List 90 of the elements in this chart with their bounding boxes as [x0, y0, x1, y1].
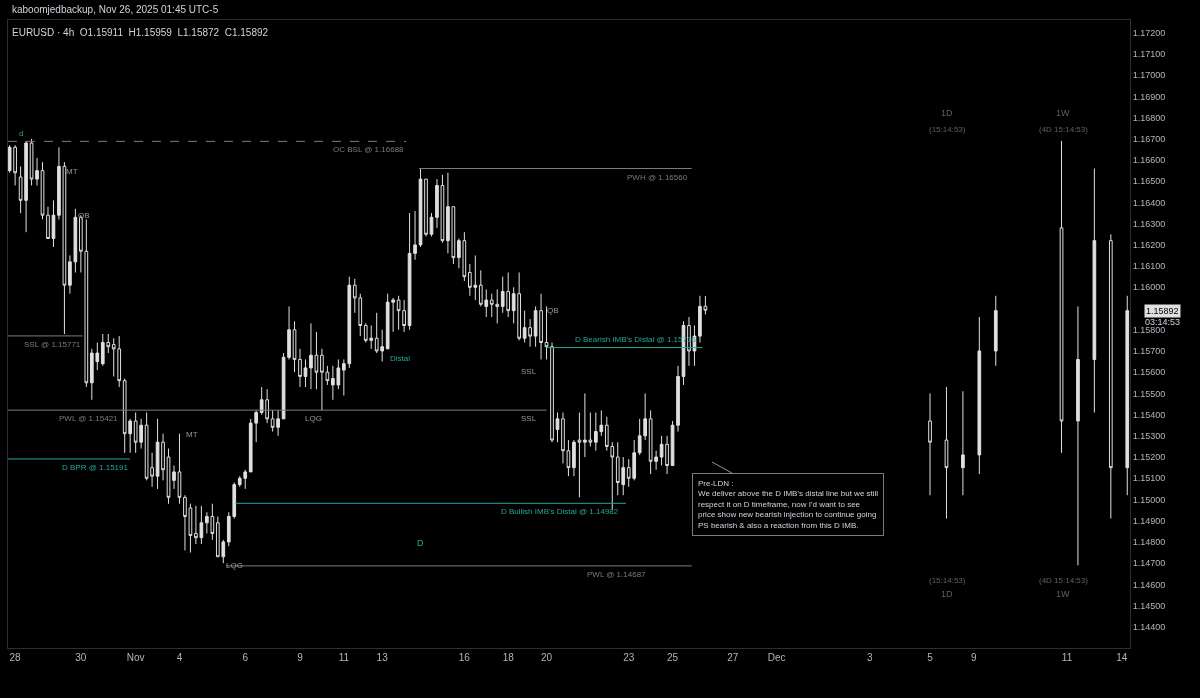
candlestick [993, 295, 998, 367]
x-tick-label: 23 [623, 652, 635, 663]
x-tick-label: 5 [927, 652, 934, 663]
y-tick-label: 1.15800 [1132, 324, 1166, 335]
annotation: Pre-LDN : We deliver above the D IMB's distal line but we still respect it on D timeframe, now I'd want to see price show new bearish injection to continue going PS bearish & also a reaction from this D IMB. [698, 479, 879, 530]
annotation: (4D 15:14:53) [1039, 125, 1089, 134]
ref-line-label: D Bullish IMB's Distal @ 1.14982 [501, 507, 619, 516]
x-tick-label: 30 [75, 652, 87, 663]
annotation: (15:14:53) [929, 576, 966, 585]
y-tick-label: 1.16200 [1132, 240, 1166, 251]
y-tick-label: 1.15700 [1132, 346, 1166, 357]
ref-line-label: PWL @ 1.15421 [59, 414, 119, 423]
candlestick [1125, 295, 1130, 496]
x-tick-label: 11 [338, 652, 350, 663]
candlestick [1108, 233, 1113, 520]
ref-line-label: SSL @ 1.15771 [24, 340, 81, 349]
x-tick-label: 16 [458, 652, 471, 663]
ref-line-label: D BPR @ 1.15191 [62, 463, 129, 472]
y-tick-label: 1.16000 [1132, 282, 1166, 293]
x-tick-label: Nov [126, 652, 145, 663]
candlestick [928, 392, 932, 496]
x-tick-label: 11 [1061, 652, 1073, 663]
candlestick [1059, 140, 1064, 454]
text: kaboomjedbackup, Nov 26, 2025 01:45 UTC-5 [12, 4, 219, 15]
y-tick-label: 1.15600 [1132, 367, 1166, 378]
candlestick [961, 390, 965, 496]
y-tick-label: 1.16700 [1132, 133, 1166, 144]
annotation: SSL [521, 367, 537, 376]
annotation: Distal [390, 354, 411, 363]
annotation: 1W [1056, 589, 1071, 599]
y-tick-label: 1.16900 [1132, 91, 1166, 102]
annotation: d [19, 129, 24, 138]
candlestick [1092, 168, 1097, 413]
y-tick-label: 1.16100 [1132, 261, 1166, 272]
y-tick-label: 1.16400 [1132, 197, 1166, 208]
text: 1.15892 [1146, 306, 1179, 316]
annotation: 1W [1056, 108, 1071, 118]
y-tick-label: 1.16500 [1132, 176, 1166, 187]
annotation: MT [186, 430, 198, 439]
y-tick-label: 1.14400 [1132, 621, 1166, 632]
y-tick-label: 1.15400 [1132, 409, 1166, 420]
x-tick-label: 9 [971, 652, 978, 663]
x-tick-label: 6 [242, 652, 249, 663]
ref-line-label: PWL @ 1.14687 [587, 570, 647, 579]
ref-line-label: OC BSL @ 1.16688 [333, 145, 405, 154]
candlestick [944, 386, 949, 520]
chart-title: EURUSD · 4h O1.15911 H1.15959 L1.15872 C1.15892 [12, 26, 269, 38]
y-tick-label: 1.16800 [1132, 112, 1166, 123]
y-tick-label: 1.14800 [1132, 537, 1166, 548]
x-tick-label: 3 [866, 652, 873, 663]
y-tick-label: 1.14900 [1132, 515, 1166, 526]
y-tick-label: 1.16600 [1132, 155, 1166, 166]
y-tick-label: 1.17100 [1132, 49, 1166, 60]
annotation: (4D 15:14:53) [1039, 576, 1089, 585]
y-tick-label: 1.14600 [1132, 579, 1166, 590]
y-tick-label: 1.17000 [1132, 70, 1166, 81]
x-tick-label: 18 [502, 652, 515, 663]
annotation: QB [78, 211, 90, 220]
annotation: MT [66, 167, 78, 176]
y-tick-label: 1.15500 [1132, 388, 1166, 399]
y-tick-label: 1.14500 [1132, 600, 1166, 611]
annotation: QB [547, 306, 559, 315]
text: 03:14:53 [1145, 317, 1181, 327]
y-tick-label: 1.15100 [1132, 473, 1166, 484]
candlestick [977, 316, 982, 475]
annotation: 1D [941, 589, 954, 599]
candlestick [1076, 305, 1080, 566]
annotation: (15:14:53) [929, 125, 966, 134]
candlestick [555, 412, 560, 443]
x-tick-label: 14 [1116, 652, 1128, 663]
annotation: LQG [305, 414, 322, 423]
x-tick-label: 13 [376, 652, 389, 663]
annotation: SSL [521, 414, 537, 423]
x-tick-label: 27 [727, 652, 739, 663]
x-tick-label: 20 [540, 652, 553, 663]
y-tick-label: 1.15300 [1132, 430, 1166, 441]
y-tick-label: 1.16300 [1132, 218, 1166, 229]
annotation: D [417, 538, 424, 548]
y-tick-label: 1.15000 [1132, 494, 1166, 505]
annotation: LQG [226, 561, 243, 570]
x-tick-label: 25 [666, 652, 679, 663]
y-tick-label: 1.17200 [1132, 27, 1166, 38]
annotation: 1D [941, 108, 954, 118]
x-tick-label: 9 [297, 652, 304, 663]
x-tick-label: 28 [9, 652, 22, 663]
y-tick-label: 1.15200 [1132, 452, 1166, 463]
y-tick-label: 1.14700 [1132, 558, 1166, 569]
x-tick-label: Dec [767, 652, 786, 663]
x-tick-label: 4 [176, 652, 183, 663]
ref-line-label: PWH @ 1.16560 [627, 173, 688, 182]
